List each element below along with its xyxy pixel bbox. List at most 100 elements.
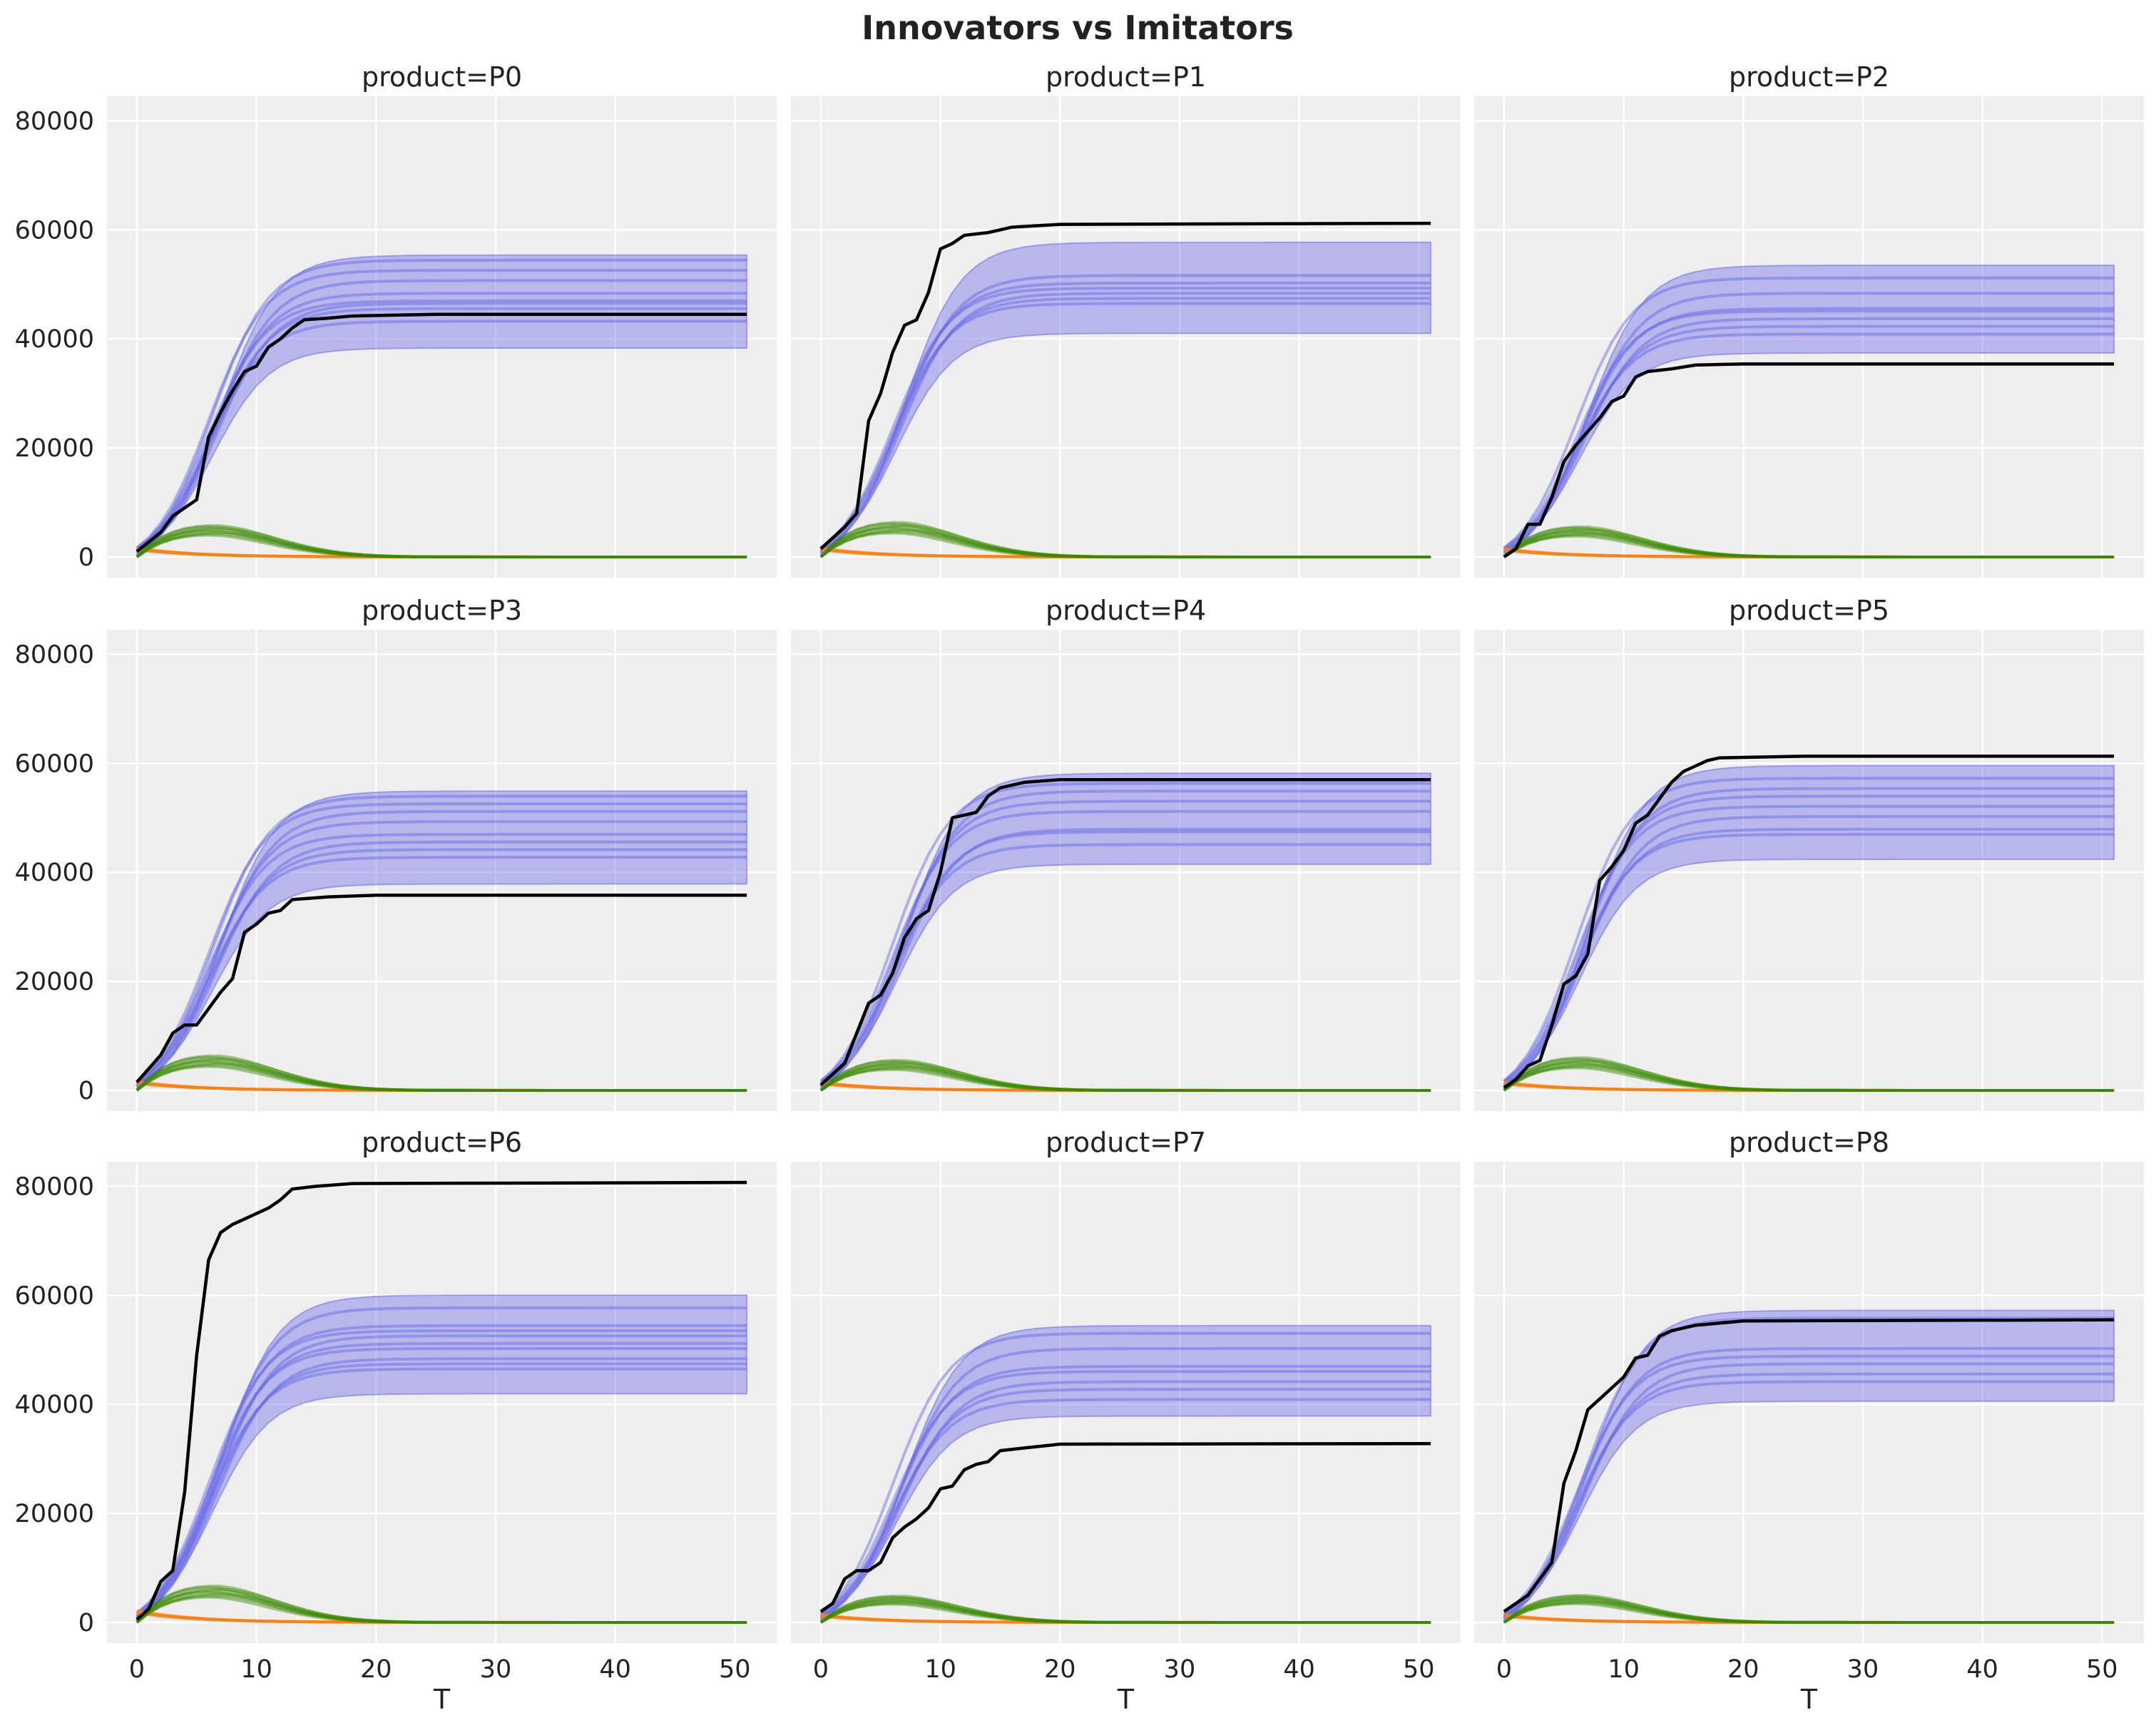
posterior-sample-line <box>819 843 1431 1083</box>
imitators-line <box>819 526 1431 558</box>
imitators-line <box>1503 1065 2115 1092</box>
posterior-sample-line <box>136 1357 747 1620</box>
posterior-sample-line <box>136 1362 747 1617</box>
posterior-sample-line <box>1503 317 2115 553</box>
posterior-sample-line <box>136 802 747 1083</box>
posterior-sample-line <box>1503 814 2115 1088</box>
panel-P7: product=P7 0 10 20 30 40 50 T <box>791 1127 1461 1715</box>
posterior-sample-line <box>819 1331 1431 1615</box>
imitators-line <box>1503 533 2115 558</box>
posterior-sample-line <box>819 1380 1431 1620</box>
y-tick-label: 20000 <box>15 434 94 463</box>
y-tick-label: 60000 <box>15 1282 94 1310</box>
posterior-sample-line <box>136 809 747 1088</box>
observed-line <box>819 221 1431 551</box>
posterior-band <box>819 772 1432 1090</box>
imitators-line <box>819 1064 1431 1092</box>
posterior-sample-line <box>1503 832 2115 1083</box>
x-tick-label: 50 <box>719 1655 751 1684</box>
innovators-line <box>1503 1080 2115 1092</box>
imitators-line <box>136 526 747 558</box>
imitators-line <box>136 1589 747 1624</box>
imitators-line <box>136 524 747 558</box>
plot-background <box>107 96 777 578</box>
imitators-line <box>819 522 1431 558</box>
imitators-line <box>1503 531 2115 558</box>
posterior-sample-line <box>819 302 1431 550</box>
imitators-line <box>1503 1056 2115 1092</box>
imitators-line <box>136 1055 747 1092</box>
x-tick-label: 20 <box>1727 1655 1759 1684</box>
imitators-line <box>819 1063 1431 1092</box>
panel-P6: product=P6 0 20000 40000 60000 80000 0 10 20 30 40… <box>15 1127 777 1715</box>
panel-title: product=P4 <box>1046 595 1206 626</box>
y-tick-label: 80000 <box>15 1172 94 1201</box>
imitators-line <box>819 1595 1431 1624</box>
imitators-line <box>1503 1059 2115 1092</box>
imitators-line <box>819 521 1431 558</box>
imitators-line <box>819 1600 1431 1624</box>
imitators-line <box>819 1066 1431 1092</box>
imitators-line <box>1503 1602 2115 1624</box>
posterior-band <box>136 1294 748 1622</box>
imitators-line <box>819 528 1431 558</box>
x-tick-label: 10 <box>1608 1655 1640 1684</box>
posterior-sample-line <box>136 1324 747 1617</box>
imitators-line <box>1503 1058 2115 1092</box>
innovators-line <box>1503 1613 2115 1624</box>
imitators-line <box>819 1068 1431 1092</box>
imitators-line <box>819 523 1431 558</box>
panel-P2: product=P2 <box>1474 61 2144 578</box>
imitators-line <box>136 1585 747 1624</box>
observed-line <box>1503 1318 2115 1613</box>
imitators-line <box>819 1601 1431 1624</box>
posterior-sample-line <box>819 789 1431 1088</box>
posterior-sample-line <box>1503 324 2115 552</box>
imitators-line <box>819 1599 1431 1624</box>
x-tick-label: 40 <box>1283 1655 1315 1684</box>
posterior-sample-line <box>1503 1372 2115 1617</box>
posterior-sample-line <box>136 319 747 550</box>
posterior-sample-line <box>136 820 747 1085</box>
imitators-line <box>819 530 1431 558</box>
y-tick-label: 80000 <box>15 640 94 669</box>
posterior-sample-line <box>1503 292 2115 554</box>
panel-P4: product=P4 <box>791 595 1461 1111</box>
x-tick-label: 30 <box>480 1655 512 1684</box>
imitators-line <box>136 1586 747 1624</box>
imitators-line <box>819 1061 1431 1092</box>
x-tick-label: 40 <box>1966 1655 1998 1684</box>
innovators-line <box>820 546 1431 558</box>
posterior-sample-line <box>136 269 747 549</box>
posterior-sample-line <box>819 1370 1431 1615</box>
posterior-sample-line <box>819 287 1431 549</box>
x-axis-label: T <box>1800 1684 1818 1715</box>
imitators-line <box>819 1065 1431 1092</box>
posterior-sample-line <box>136 1334 747 1620</box>
imitators-line <box>1503 1060 2115 1092</box>
posterior-sample-line <box>136 279 747 554</box>
panel-title: product=P6 <box>362 1127 522 1158</box>
innovators-line <box>136 1080 747 1092</box>
imitators-line <box>1503 526 2115 558</box>
x-tick-label: 30 <box>1164 1655 1196 1684</box>
posterior-sample-line <box>819 809 1431 1083</box>
observed-line <box>136 1180 747 1621</box>
imitators-line <box>819 531 1431 558</box>
x-tick-label: 50 <box>1403 1655 1435 1684</box>
posterior-band <box>1503 1309 2115 1622</box>
imitators-line <box>819 1060 1431 1092</box>
x-tick-label: 10 <box>924 1655 956 1684</box>
posterior-sample-line <box>1503 332 2115 550</box>
imitators-line <box>136 532 747 558</box>
imitators-line <box>1503 531 2115 558</box>
y-tick-label: 60000 <box>15 216 94 245</box>
posterior-sample-line <box>136 856 747 1083</box>
posterior-sample-line <box>1503 827 2115 1085</box>
x-tick-label: 0 <box>813 1655 829 1684</box>
posterior-sample-line <box>136 848 747 1085</box>
plot-background <box>107 630 777 1111</box>
panel-title: product=P7 <box>1046 1127 1206 1158</box>
imitators-line <box>1503 1600 2115 1624</box>
x-tick-label: 40 <box>599 1655 631 1684</box>
